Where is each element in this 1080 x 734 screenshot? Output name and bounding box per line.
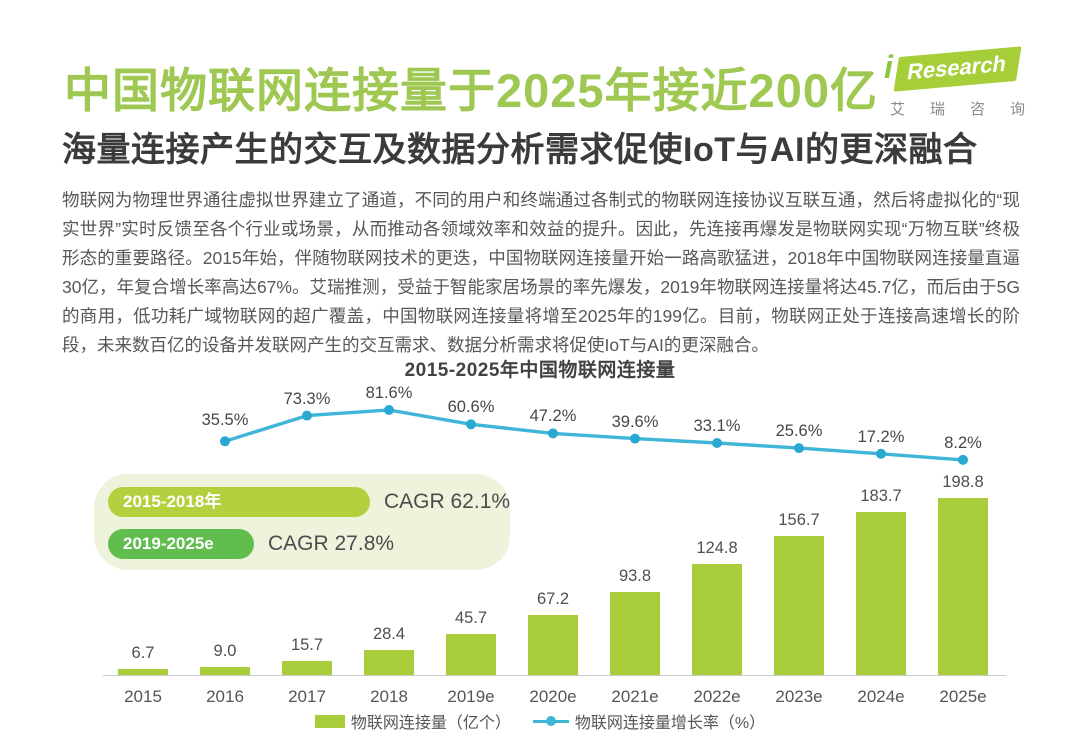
growth-rate-label: 35.5% xyxy=(201,411,249,430)
growth-line-dot xyxy=(384,405,394,415)
growth-line-dot xyxy=(466,419,476,430)
bar-value-label: 9.0 xyxy=(213,642,237,660)
cagr-value-2019-2025: CAGR 27.8% xyxy=(268,532,395,555)
bar-swatch-icon xyxy=(314,714,345,728)
growth-rate-label: 17.2% xyxy=(857,427,905,446)
bar-2015 xyxy=(118,669,168,675)
page-subtitle: 海量连接产生的交互及数据分析需求促使IoT与AI的更深融合 xyxy=(62,131,978,169)
bar-2016 xyxy=(200,667,250,675)
bar-2019e xyxy=(446,634,496,675)
growth-rate-label: 73.3% xyxy=(283,389,331,408)
growth-line-path xyxy=(223,408,965,462)
page-title: 中国物联网连接量于2025年接近200亿 xyxy=(64,64,878,117)
logo-brand-row: i Research xyxy=(884,46,1034,92)
cagr-panel: 2015-2018年 CAGR 62.1% 2019-2025e CAGR 27… xyxy=(94,474,510,570)
cagr-badge-2019-2025: 2019-2025e xyxy=(108,529,254,559)
growth-rate-label: 25.6% xyxy=(775,422,823,441)
bar-value-label: 156.7 xyxy=(778,511,820,529)
bar-2022e xyxy=(692,564,742,675)
growth-line-dot xyxy=(876,448,886,459)
x-axis-line xyxy=(103,675,1006,676)
x-axis-label: 2018 xyxy=(370,687,408,706)
x-axis-label: 2017 xyxy=(288,687,326,706)
line-dot-icon xyxy=(532,715,569,728)
iresearch-logo: i Research 艾瑞咨询 xyxy=(884,46,1051,119)
chart-title: 2015-2025年中国物联网连接量 xyxy=(404,360,676,381)
growth-line-dot xyxy=(794,443,804,454)
cagr-value-2015-2018: CAGR 62.1% xyxy=(384,490,511,513)
growth-line-dot xyxy=(302,410,312,421)
bar-value-label: 93.8 xyxy=(618,567,652,585)
growth-line-dot xyxy=(958,454,968,465)
bar-2020e xyxy=(528,615,578,675)
x-axis-label: 2022e xyxy=(693,687,741,706)
growth-rate-label: 39.6% xyxy=(611,412,659,431)
legend-label-line: 物联网连接量增长率（%） xyxy=(574,715,766,732)
x-axis-label: 2019e xyxy=(447,687,495,706)
bar-2021e xyxy=(610,592,660,675)
body-paragraph: 物联网为物理世界通往虚拟世界建立了通道，不同的用户和终端通过各制式的物联网连接协… xyxy=(62,190,1020,355)
logo-i-letter: i xyxy=(884,49,893,85)
logo-chinese-text: 艾瑞咨询 xyxy=(890,101,1051,118)
bar-value-label: 6.7 xyxy=(131,644,155,662)
x-axis-label: 2016 xyxy=(206,687,244,706)
growth-rate-label: 60.6% xyxy=(447,398,495,417)
cagr-badge-2015-2018: 2015-2018年 xyxy=(108,487,370,517)
bar-value-label: 15.7 xyxy=(290,636,324,654)
growth-rate-label: 33.1% xyxy=(693,416,741,435)
growth-line-dot xyxy=(220,436,230,447)
bar-value-label: 183.7 xyxy=(860,487,902,505)
x-axis-label: 2024e xyxy=(857,687,905,706)
chart-legend: 物联网连接量（亿个） 物联网连接量增长率（%） xyxy=(0,709,1080,733)
bar-2025e xyxy=(938,498,988,675)
legend-label-bars: 物联网连接量（亿个） xyxy=(350,715,511,732)
x-axis-label: 2023e xyxy=(775,687,823,706)
growth-rate-label: 47.2% xyxy=(529,407,577,426)
bar-2024e xyxy=(856,512,906,675)
bar-2023e xyxy=(774,536,824,675)
growth-rate-label: 81.6% xyxy=(365,384,413,402)
bar-value-label: 45.7 xyxy=(454,609,488,627)
bar-value-label: 67.2 xyxy=(536,590,570,608)
growth-line-dot xyxy=(548,428,558,439)
bar-value-label: 28.4 xyxy=(372,625,406,643)
x-axis-label: 2015 xyxy=(124,687,162,706)
bar-value-label: 124.8 xyxy=(696,539,738,557)
bar-2018 xyxy=(364,650,414,675)
legend-item-line: 物联网连接量增长率（%） xyxy=(532,709,766,733)
growth-line-dot xyxy=(630,433,640,444)
growth-line-dot xyxy=(712,438,722,448)
x-axis-label: 2020e xyxy=(529,687,577,706)
bar-value-label: 198.8 xyxy=(942,473,984,491)
bar-2017 xyxy=(282,661,332,675)
legend-item-bars: 物联网连接量（亿个） xyxy=(314,709,511,733)
x-axis-label: 2021e xyxy=(611,687,659,706)
growth-rate-label: 8.2% xyxy=(944,433,982,452)
x-axis-label: 2025e xyxy=(939,687,987,706)
